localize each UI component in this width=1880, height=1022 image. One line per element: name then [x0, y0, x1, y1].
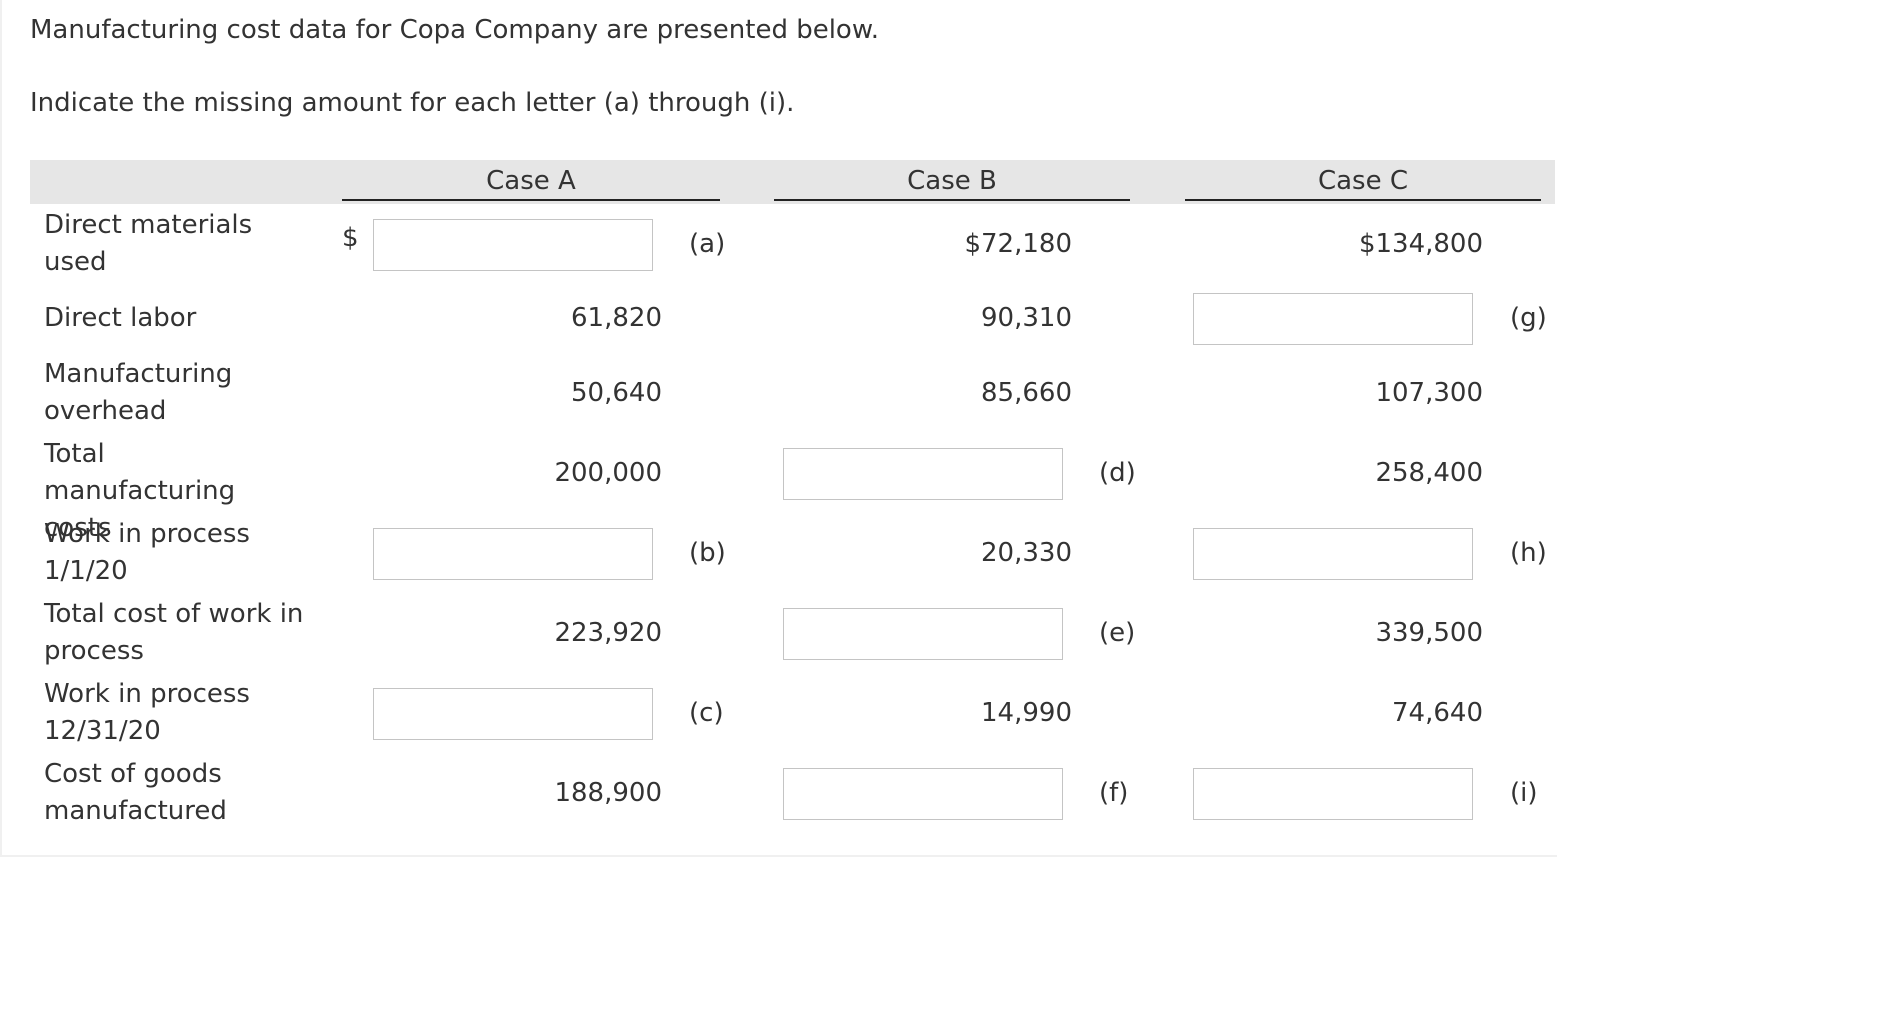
answer-input-case-b[interactable]: [783, 768, 1063, 820]
table-header-band: [30, 160, 1555, 204]
row-label: Total cost of work in process: [44, 599, 304, 666]
row-label: Cost of goods manufactured: [44, 759, 227, 826]
amount-case-c: 74,640: [1392, 698, 1483, 728]
row-label: Total manufacturing costs: [44, 439, 236, 543]
answer-letter: (b): [689, 538, 726, 568]
amount-case-a: 223,920: [554, 618, 662, 648]
amount-case-b: 90,310: [981, 303, 1072, 333]
amount-case-c: 107,300: [1375, 378, 1483, 408]
currency-symbol: $: [342, 223, 359, 253]
row-label: Work in process 1/1/20: [44, 519, 250, 586]
answer-letter: (f): [1099, 778, 1129, 808]
amount-case-a: 61,820: [571, 303, 662, 333]
answer-input-case-c[interactable]: [1193, 528, 1473, 580]
answer-letter: (a): [689, 229, 726, 259]
amount-case-a: 200,000: [554, 458, 662, 488]
amount-case-a: 50,640: [571, 378, 662, 408]
column-underline-case-c: [1185, 199, 1541, 201]
row-label: Direct materials used: [44, 210, 253, 277]
answer-input-case-b[interactable]: [783, 608, 1063, 660]
column-header-case-c: Case C: [1317, 166, 1409, 196]
instructions-text: Indicate the missing amount for each let…: [30, 88, 795, 118]
amount-case-a: 188,900: [554, 778, 662, 808]
amount-case-b: $72,180: [964, 229, 1072, 259]
answer-input-case-a[interactable]: [373, 219, 653, 271]
answer-letter: (d): [1099, 458, 1136, 488]
column-underline-case-a: [342, 199, 720, 201]
row-label: Direct labor: [44, 302, 197, 333]
column-header-case-a: Case A: [486, 166, 576, 196]
answer-letter: (g): [1510, 303, 1547, 333]
amount-case-c: 258,400: [1375, 458, 1483, 488]
problem-panel: Manufacturing cost data for Copa Company…: [0, 0, 1557, 857]
amount-case-b: 85,660: [981, 378, 1072, 408]
answer-letter: (h): [1510, 538, 1547, 568]
row-label: Work in process 12/31/20: [44, 679, 250, 746]
answer-letter: (e): [1099, 618, 1136, 648]
amount-case-b: 20,330: [981, 538, 1072, 568]
amount-case-b: 14,990: [981, 698, 1072, 728]
amount-case-c: 339,500: [1375, 618, 1483, 648]
column-underline-case-b: [774, 199, 1130, 201]
column-header-case-b: Case B: [907, 166, 997, 196]
answer-input-case-c[interactable]: [1193, 768, 1473, 820]
answer-input-case-a[interactable]: [373, 688, 653, 740]
answer-input-case-b[interactable]: [783, 448, 1063, 500]
intro-text: Manufacturing cost data for Copa Company…: [30, 15, 879, 45]
row-label: Manufacturing overhead: [44, 359, 233, 426]
amount-case-c: $134,800: [1358, 229, 1483, 259]
answer-input-case-c[interactable]: [1193, 293, 1473, 345]
answer-input-case-a[interactable]: [373, 528, 653, 580]
answer-letter: (i): [1510, 778, 1538, 808]
answer-letter: (c): [689, 698, 724, 728]
